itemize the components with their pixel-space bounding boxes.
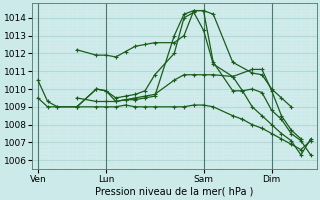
X-axis label: Pression niveau de la mer( hPa ): Pression niveau de la mer( hPa ) [95, 187, 253, 197]
